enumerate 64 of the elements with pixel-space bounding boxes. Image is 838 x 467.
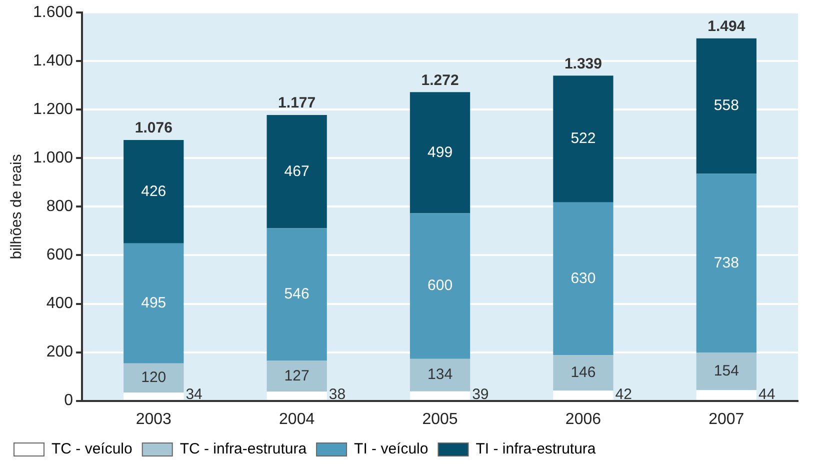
- y-tick-label: 400: [46, 295, 74, 312]
- bar: [410, 391, 470, 400]
- data-label: 630: [570, 270, 596, 287]
- data-label: 38: [328, 386, 346, 403]
- data-label: 154: [714, 362, 739, 380]
- bar: [266, 392, 327, 400]
- total-label: 1.339: [564, 55, 602, 72]
- bar: [266, 114, 327, 228]
- bar: [696, 174, 756, 353]
- bar: [553, 76, 614, 202]
- data-label: 34: [186, 386, 202, 403]
- data-label: 499: [428, 144, 453, 161]
- y-tick-label: 1.000: [32, 150, 74, 167]
- y-tick-label: 800: [46, 198, 74, 216]
- data-label: 495: [141, 294, 166, 312]
- data-label: 467: [284, 162, 310, 180]
- data-label: 558: [714, 97, 739, 114]
- total-label: 1.272: [421, 72, 459, 89]
- bar: [696, 38, 756, 174]
- legend-label: TC - veículo: [52, 440, 132, 458]
- data-label: 522: [570, 130, 596, 148]
- y-tick-label: 0: [64, 392, 74, 410]
- bar: [266, 360, 327, 392]
- data-label: 120: [141, 369, 166, 386]
- x-tick-label: 2006: [565, 410, 602, 428]
- bar: [696, 390, 756, 400]
- bar: [553, 202, 614, 356]
- data-label: 127: [284, 367, 310, 384]
- bar: [410, 92, 470, 214]
- y-tick-label: 200: [46, 344, 74, 361]
- data-label: 134: [428, 366, 453, 384]
- bar: [124, 363, 184, 393]
- total-label: 1.076: [134, 120, 172, 137]
- total-label: 1.494: [708, 18, 746, 35]
- data-label: 738: [714, 254, 739, 272]
- data-label: 42: [615, 386, 632, 403]
- legend-label: TC - infra-estrutura: [180, 440, 308, 458]
- bar: [410, 358, 470, 392]
- bar: [124, 392, 184, 400]
- x-tick-label: 2003: [136, 410, 172, 428]
- total-label: 1.177: [278, 94, 316, 112]
- legend-label: TI - veículo: [354, 440, 428, 458]
- legend-label: TI - infra-estrutura: [476, 440, 596, 458]
- x-tick-label: 2005: [422, 410, 458, 428]
- y-tick-label: 600: [46, 246, 74, 264]
- bar: [124, 243, 184, 364]
- y-tick-label: 1.600: [32, 4, 74, 22]
- data-label: 44: [758, 386, 776, 403]
- y-axis-title: bilhões de reais: [8, 154, 26, 260]
- data-label: 546: [284, 286, 310, 303]
- x-tick-label: 2004: [279, 410, 315, 428]
- bar: [124, 140, 184, 244]
- data-label: 426: [141, 182, 166, 200]
- bar: [696, 352, 756, 390]
- data-label: 600: [428, 277, 453, 294]
- x-tick-label: 2007: [708, 410, 744, 428]
- data-label: 146: [570, 364, 596, 382]
- bar: [553, 355, 614, 391]
- data-label: 39: [472, 386, 489, 403]
- bar: [553, 390, 614, 400]
- bar: [266, 228, 327, 361]
- y-tick-label: 1.400: [32, 52, 74, 70]
- y-tick-label: 1.200: [32, 101, 74, 118]
- bar: [410, 213, 470, 359]
